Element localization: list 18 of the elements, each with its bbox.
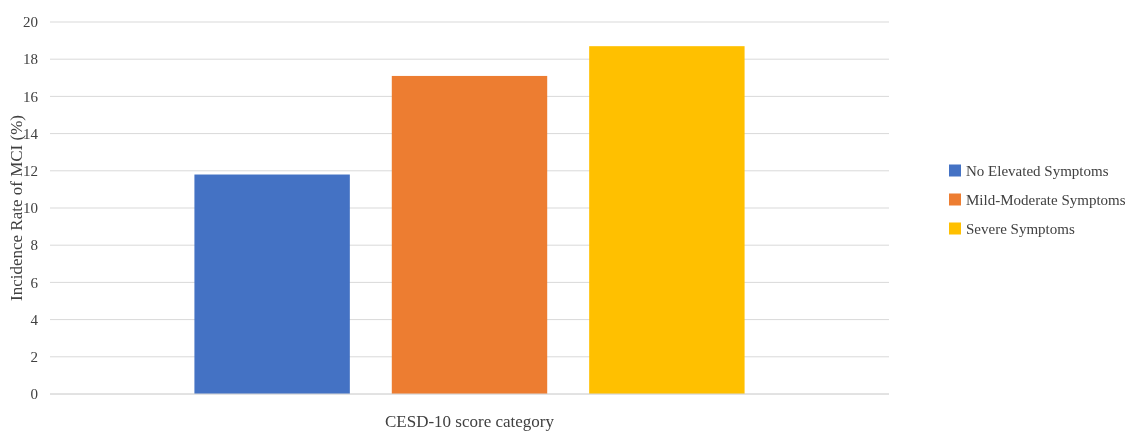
- legend-label: No Elevated Symptoms: [966, 162, 1109, 179]
- y-tick-label: 16: [23, 88, 39, 105]
- bar: [391, 75, 548, 394]
- legend-label: Mild-Moderate Symptoms: [966, 191, 1126, 208]
- y-tick-label: 0: [30, 386, 38, 403]
- y-tick-label: 6: [30, 274, 39, 291]
- y-tick-label: 4: [30, 311, 39, 328]
- legend-label: Severe Symptoms: [966, 220, 1075, 237]
- y-tick-label: 8: [30, 237, 38, 254]
- y-tick-label: 12: [23, 163, 38, 180]
- y-tick-label: 20: [23, 14, 38, 31]
- y-tick-label: 2: [30, 349, 38, 366]
- bar: [589, 46, 745, 394]
- y-tick-label: 14: [23, 125, 39, 142]
- y-tick-label: 18: [23, 51, 38, 68]
- bar: [194, 174, 350, 394]
- y-tick-label: 10: [23, 200, 38, 217]
- x-axis-title: CESD-10 score category: [384, 412, 555, 431]
